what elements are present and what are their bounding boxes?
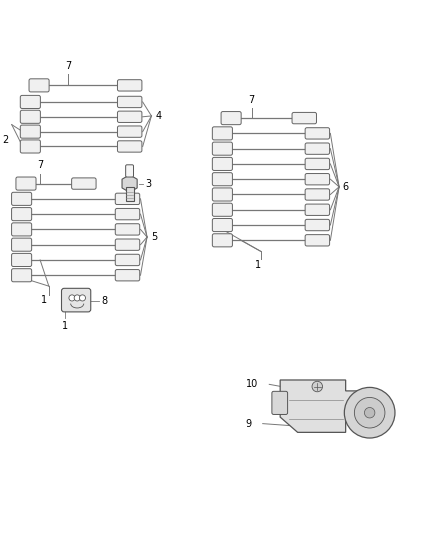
FancyBboxPatch shape — [212, 203, 233, 216]
FancyBboxPatch shape — [72, 178, 96, 189]
Text: 3: 3 — [145, 179, 151, 189]
Circle shape — [354, 398, 385, 428]
FancyBboxPatch shape — [115, 270, 140, 281]
FancyBboxPatch shape — [20, 125, 40, 138]
FancyBboxPatch shape — [11, 253, 32, 266]
FancyBboxPatch shape — [221, 111, 241, 125]
FancyBboxPatch shape — [212, 219, 233, 231]
Text: 4: 4 — [156, 111, 162, 121]
Text: 1: 1 — [42, 295, 48, 305]
Text: 5: 5 — [152, 232, 158, 242]
FancyBboxPatch shape — [115, 208, 140, 220]
Circle shape — [74, 295, 80, 301]
Text: 9: 9 — [246, 418, 252, 429]
FancyBboxPatch shape — [117, 96, 142, 108]
FancyBboxPatch shape — [117, 111, 142, 123]
FancyBboxPatch shape — [305, 189, 329, 200]
FancyBboxPatch shape — [305, 204, 329, 215]
FancyBboxPatch shape — [126, 165, 134, 177]
Text: 6: 6 — [342, 182, 348, 192]
FancyBboxPatch shape — [11, 207, 32, 221]
FancyBboxPatch shape — [305, 174, 329, 185]
FancyBboxPatch shape — [272, 391, 288, 415]
FancyBboxPatch shape — [117, 126, 142, 138]
FancyBboxPatch shape — [16, 177, 36, 190]
Circle shape — [79, 295, 85, 301]
Polygon shape — [122, 175, 137, 192]
FancyBboxPatch shape — [20, 95, 40, 109]
FancyBboxPatch shape — [20, 110, 40, 123]
Text: 7: 7 — [37, 160, 43, 171]
FancyBboxPatch shape — [115, 254, 140, 265]
FancyBboxPatch shape — [117, 80, 142, 91]
Text: 8: 8 — [101, 296, 107, 306]
FancyBboxPatch shape — [126, 187, 134, 200]
Text: 1: 1 — [62, 321, 68, 332]
Text: 7: 7 — [65, 61, 71, 71]
Circle shape — [364, 408, 375, 418]
FancyBboxPatch shape — [115, 193, 140, 205]
FancyBboxPatch shape — [11, 269, 32, 282]
FancyBboxPatch shape — [212, 127, 233, 140]
FancyBboxPatch shape — [11, 223, 32, 236]
FancyBboxPatch shape — [212, 188, 233, 201]
FancyBboxPatch shape — [292, 112, 317, 124]
FancyBboxPatch shape — [212, 234, 233, 247]
FancyBboxPatch shape — [115, 239, 140, 251]
Text: 1: 1 — [255, 260, 261, 270]
FancyBboxPatch shape — [305, 143, 329, 155]
FancyBboxPatch shape — [305, 128, 329, 139]
Polygon shape — [280, 380, 359, 432]
FancyBboxPatch shape — [212, 142, 233, 155]
Text: 2: 2 — [3, 135, 9, 145]
FancyBboxPatch shape — [212, 157, 233, 171]
FancyBboxPatch shape — [212, 173, 233, 186]
FancyBboxPatch shape — [305, 235, 329, 246]
FancyBboxPatch shape — [29, 79, 49, 92]
Text: 10: 10 — [246, 379, 258, 389]
Circle shape — [69, 295, 75, 301]
FancyBboxPatch shape — [11, 238, 32, 251]
FancyBboxPatch shape — [305, 220, 329, 231]
Circle shape — [312, 381, 322, 392]
FancyBboxPatch shape — [115, 224, 140, 235]
FancyBboxPatch shape — [11, 192, 32, 205]
Text: 7: 7 — [249, 95, 255, 105]
FancyBboxPatch shape — [305, 158, 329, 169]
FancyBboxPatch shape — [61, 288, 91, 312]
FancyBboxPatch shape — [20, 140, 40, 153]
FancyBboxPatch shape — [117, 141, 142, 152]
Circle shape — [344, 387, 395, 438]
